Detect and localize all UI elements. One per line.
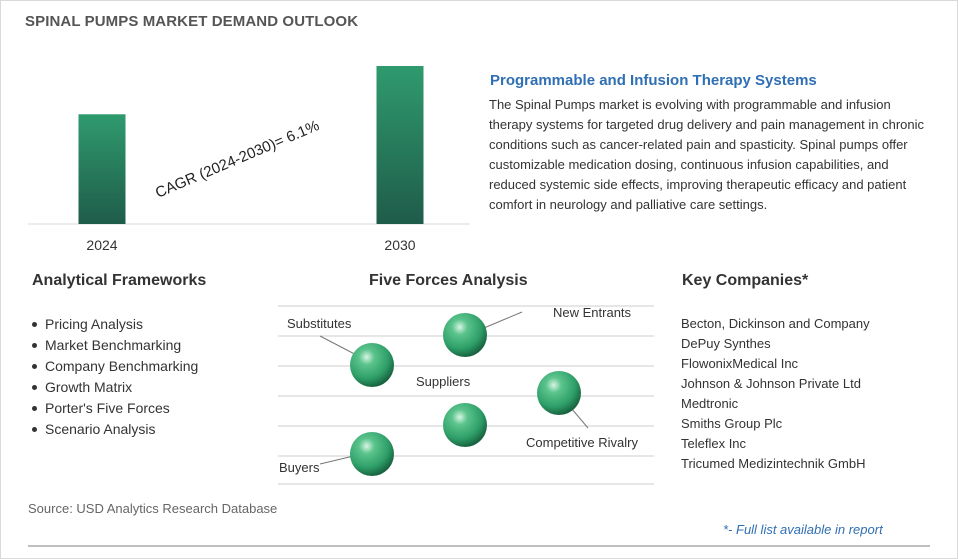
bar-chart: 2024 2030 CAGR (2024-2030)= 6.1% bbox=[28, 66, 470, 253]
companies-heading: Key Companies* bbox=[682, 272, 809, 289]
bar-2030 bbox=[376, 66, 424, 224]
frameworks-list: Pricing Analysis Market Benchmarking Com… bbox=[28, 314, 198, 440]
summary-text: The Spinal Pumps market is evolving with… bbox=[489, 97, 925, 212]
list-item: Johnson & Johnson Private Ltd bbox=[681, 376, 861, 391]
x-tick-label: 2024 bbox=[86, 237, 117, 253]
suppliers-sphere bbox=[443, 403, 487, 447]
full-list-note: *- Full list available in report bbox=[723, 522, 883, 537]
five-forces-diagram: Substitutes New Entrants Suppliers Compe… bbox=[278, 305, 654, 485]
bullet-icon bbox=[32, 364, 37, 369]
cagr-annotation: CAGR (2024-2030)= 6.1% bbox=[153, 117, 322, 202]
list-item: Tricumed Medizintechnik GmbH bbox=[681, 456, 866, 471]
substitutes-sphere bbox=[350, 343, 394, 387]
competitive-rivalry-label: Competitive Rivalry bbox=[526, 435, 638, 450]
list-item: Pricing Analysis bbox=[28, 314, 198, 335]
frameworks-heading: Analytical Frameworks bbox=[32, 272, 207, 289]
list-item: Scenario Analysis bbox=[28, 419, 198, 440]
bullet-icon bbox=[32, 427, 37, 432]
suppliers-label: Suppliers bbox=[416, 374, 471, 389]
list-item: Becton, Dickinson and Company bbox=[681, 316, 870, 331]
buyers-sphere bbox=[350, 432, 394, 476]
substitutes-label: Substitutes bbox=[287, 316, 352, 331]
companies-list: Becton, Dickinson and Company DePuy Synt… bbox=[681, 314, 870, 474]
new-entrants-sphere bbox=[443, 313, 487, 357]
bullet-icon bbox=[32, 406, 37, 411]
list-item: Smiths Group Plc bbox=[681, 416, 783, 431]
list-item: Porter's Five Forces bbox=[28, 398, 198, 419]
bullet-icon bbox=[32, 322, 37, 327]
summary-heading: Programmable and Infusion Therapy System… bbox=[490, 72, 817, 89]
source-note: Source: USD Analytics Research Database bbox=[28, 501, 278, 516]
buyers-label: Buyers bbox=[279, 460, 320, 475]
list-item: Company Benchmarking bbox=[28, 356, 198, 377]
five-forces-heading: Five Forces Analysis bbox=[369, 272, 528, 289]
list-item: DePuy Synthes bbox=[681, 336, 771, 351]
bullet-icon bbox=[32, 343, 37, 348]
bottom-divider bbox=[28, 545, 930, 547]
new-entrants-connector bbox=[483, 311, 523, 329]
list-item: Market Benchmarking bbox=[28, 335, 198, 356]
page-title: SPINAL PUMPS MARKET DEMAND OUTLOOK bbox=[25, 13, 359, 30]
competitive-rivalry-sphere bbox=[537, 371, 581, 415]
list-item: FlowonixMedical Inc bbox=[681, 356, 799, 371]
x-tick-label: 2030 bbox=[384, 237, 415, 253]
list-item: Medtronic bbox=[681, 396, 739, 411]
list-item: Teleflex Inc bbox=[681, 436, 747, 451]
bar-2024 bbox=[78, 114, 126, 224]
list-item: Growth Matrix bbox=[28, 377, 198, 398]
new-entrants-label: New Entrants bbox=[553, 305, 632, 320]
bullet-icon bbox=[32, 385, 37, 390]
